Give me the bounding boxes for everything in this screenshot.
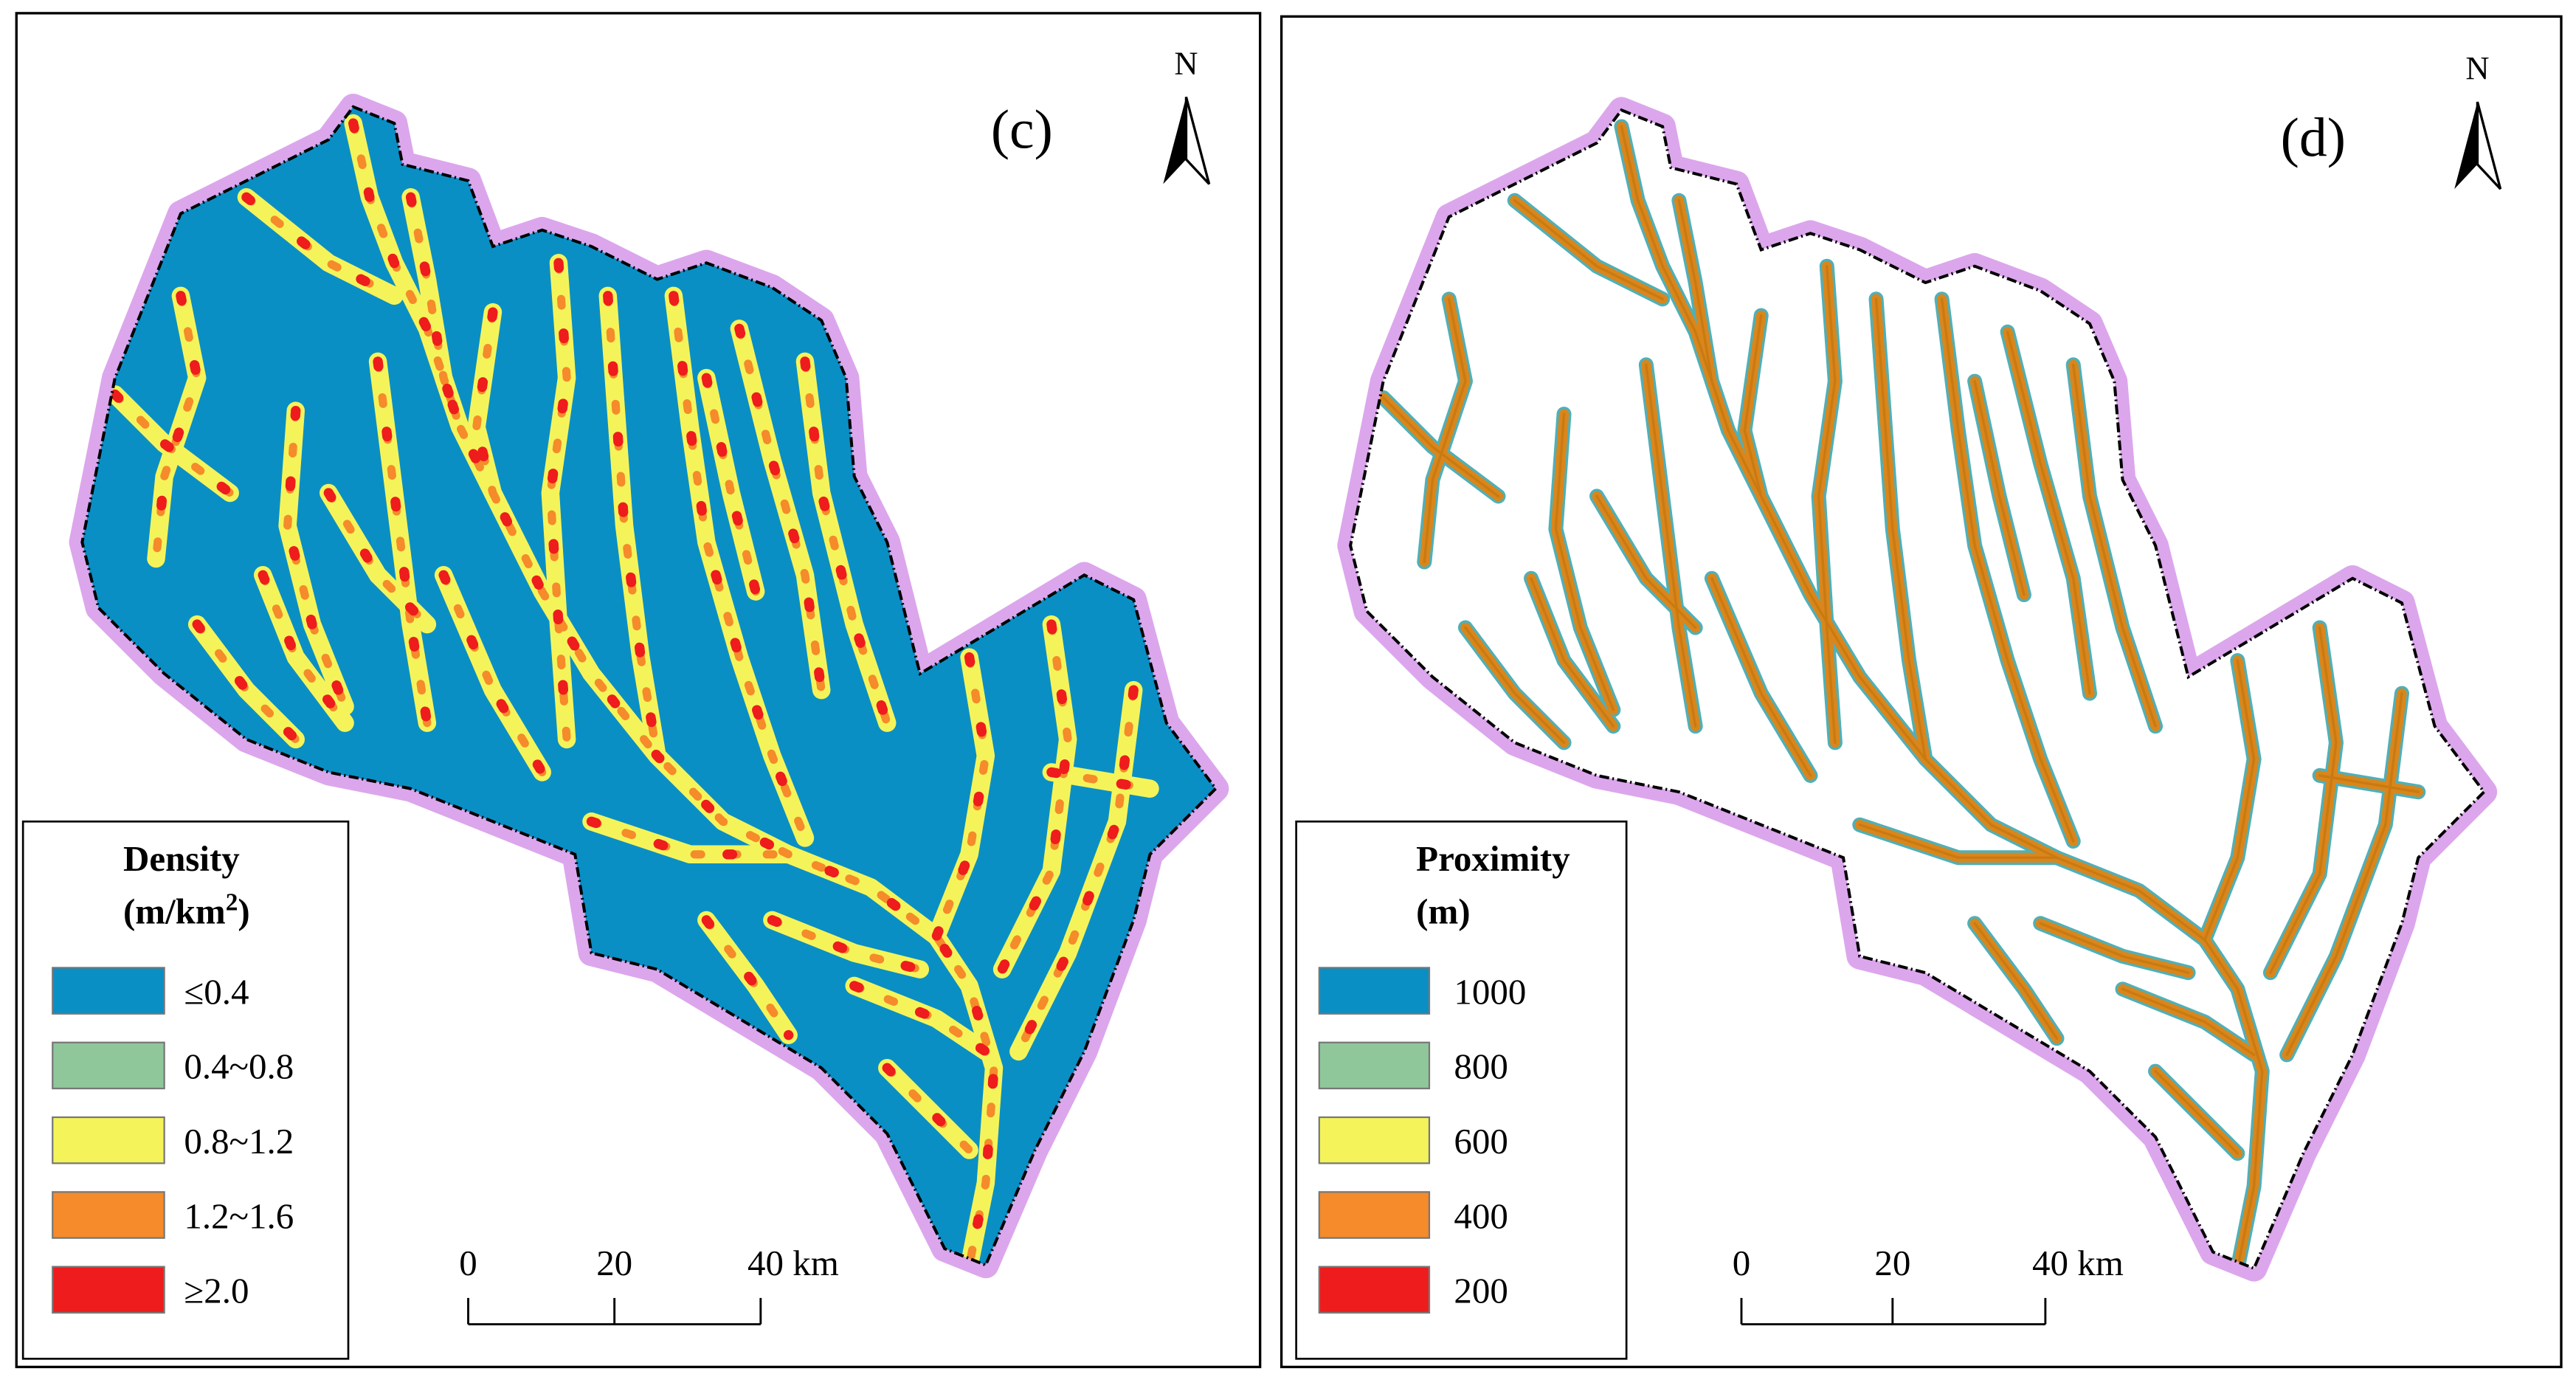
- legend-label: 0.8~1.2: [184, 1121, 294, 1162]
- scale-label: 20: [596, 1243, 632, 1283]
- north-arrow: [1184, 96, 1211, 185]
- north-label: N: [2465, 49, 2489, 86]
- legend-unit: (m): [1416, 891, 1470, 931]
- legend-unit: (m/km2): [123, 888, 250, 932]
- legend-label: 400: [1454, 1195, 1508, 1236]
- legend-label: 1.2~1.6: [184, 1195, 294, 1236]
- scale-label: 40 km: [2032, 1243, 2124, 1283]
- legend-unit-part: (m): [1416, 891, 1470, 931]
- legend-swatch: [52, 1191, 165, 1239]
- panel-label: (c): [991, 99, 1053, 160]
- legend-swatch: [1318, 1191, 1431, 1239]
- legend-swatch: [1318, 1041, 1431, 1090]
- legend-unit-part: 2: [226, 888, 238, 916]
- legend-unit-part: ): [238, 891, 249, 931]
- legend-label: ≥2.0: [184, 1271, 249, 1311]
- legend-swatch: [1318, 1266, 1431, 1314]
- legend-label: 600: [1454, 1121, 1508, 1162]
- legend: Proximity (m) 1000 800 600 400 200: [1295, 820, 1628, 1360]
- legend: Density (m/km2) ≤0.4 0.4~0.8 0.8~1.2 1.2~1.6 ≥…: [21, 820, 350, 1360]
- legend-swatch: [52, 967, 165, 1015]
- legend-swatch: [52, 1041, 165, 1090]
- scale-label: 40 km: [747, 1243, 839, 1283]
- legend-label: 800: [1454, 1046, 1508, 1087]
- legend-title: Proximity: [1416, 838, 1570, 879]
- legend-swatch: [1318, 967, 1431, 1015]
- scale-bar: 0 20 40 km: [1733, 1243, 2124, 1325]
- north-label: N: [1174, 44, 1198, 81]
- legend-swatch: [52, 1266, 165, 1314]
- panel-label: (d): [2281, 108, 2346, 169]
- legend-swatch: [52, 1116, 165, 1164]
- legend-swatch: [1318, 1116, 1431, 1164]
- legend-label: 0.4~0.8: [184, 1046, 294, 1087]
- legend-label: 1000: [1454, 971, 1526, 1012]
- scale-label: 20: [1874, 1243, 1910, 1283]
- north-arrow: [2476, 101, 2502, 190]
- scale-label: 0: [459, 1243, 477, 1283]
- legend-unit-part: (m/km: [123, 891, 226, 931]
- legend-label: 200: [1454, 1271, 1508, 1311]
- panel: (c) N Density (m/km2) ≤0.4 0.4~0.8 0.8~1.2 1.2~…: [15, 12, 1262, 1369]
- legend-label: ≤0.4: [184, 971, 249, 1012]
- scale-label: 0: [1733, 1243, 1750, 1283]
- north-arrow: [2454, 102, 2478, 190]
- panel: (d) N Proximity (m) 1000 800 600 400 200 0 20 40 km: [1280, 15, 2563, 1369]
- scale-bar: 0 20 40 km: [459, 1243, 839, 1325]
- legend-title: Density: [123, 838, 240, 879]
